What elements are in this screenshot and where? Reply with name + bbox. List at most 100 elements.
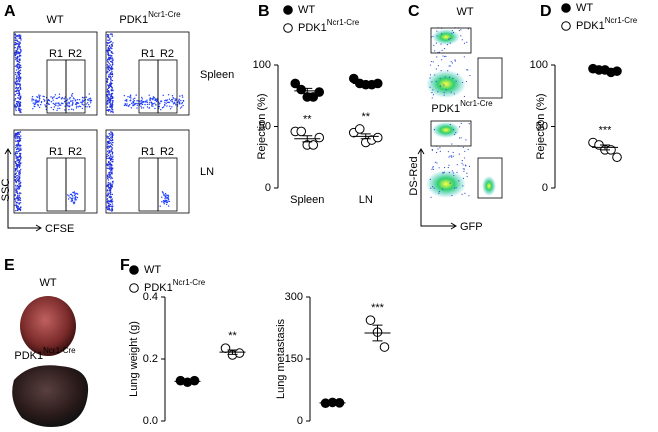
flow-event xyxy=(164,199,167,202)
flow-event xyxy=(162,200,165,202)
flow-event xyxy=(16,55,19,58)
flow-event xyxy=(14,176,16,178)
flow-event xyxy=(80,101,82,104)
flow-event xyxy=(109,195,111,198)
flow-event xyxy=(447,166,449,169)
flow-event xyxy=(165,199,168,202)
flow-event xyxy=(18,133,21,135)
flow-event xyxy=(450,61,452,63)
flow-event xyxy=(15,108,17,110)
flow-event xyxy=(86,106,88,108)
flow-event xyxy=(107,39,109,41)
flow-event xyxy=(110,95,112,98)
flow-event xyxy=(18,94,20,96)
flow-event xyxy=(81,99,84,101)
flow-event xyxy=(111,207,113,210)
flow-event xyxy=(111,139,114,141)
flow-event xyxy=(107,154,110,157)
flow-event xyxy=(108,48,110,51)
flow-event xyxy=(463,168,465,170)
flow-event xyxy=(31,95,34,98)
flow-event xyxy=(453,187,456,189)
flow-event xyxy=(14,204,16,207)
significance: ** xyxy=(361,111,370,123)
flow-event xyxy=(451,194,453,197)
flow-event xyxy=(112,63,114,65)
flow-event xyxy=(110,110,112,113)
flow-event xyxy=(15,69,18,71)
flow-event xyxy=(430,60,433,63)
flow-event xyxy=(17,56,19,59)
flow-event xyxy=(90,100,92,102)
flow-event xyxy=(137,100,139,102)
flow-event xyxy=(456,164,458,166)
flow-event xyxy=(126,103,128,105)
flow-event xyxy=(109,163,111,165)
flow-event xyxy=(15,71,17,74)
flow-event xyxy=(18,196,21,199)
flow-event xyxy=(14,39,17,41)
flow-event xyxy=(107,177,109,180)
error-bar xyxy=(182,379,193,383)
flow-event xyxy=(77,106,79,108)
flow-event xyxy=(106,143,109,145)
flow-event xyxy=(140,99,143,102)
flow-event xyxy=(448,164,450,166)
flow-event xyxy=(108,167,110,170)
flow-event xyxy=(463,42,466,44)
flow-event xyxy=(75,192,77,194)
flow-event xyxy=(109,98,112,101)
flow-event xyxy=(108,74,110,76)
flow-event xyxy=(70,94,73,96)
flow-event xyxy=(19,170,21,172)
flow-event xyxy=(36,101,38,103)
flow-event xyxy=(18,37,20,39)
y-tick-label: 0 xyxy=(297,415,303,427)
flow-event xyxy=(108,44,111,47)
flow-event xyxy=(111,144,114,146)
flow-event xyxy=(453,93,455,95)
flow-event xyxy=(435,80,437,82)
flow-event xyxy=(107,96,109,98)
flow-event xyxy=(129,103,131,106)
gate xyxy=(138,157,159,212)
flow-event xyxy=(76,101,79,104)
flow-event xyxy=(458,126,461,128)
flow-event xyxy=(108,97,110,99)
flow-event xyxy=(431,186,434,188)
flow-event xyxy=(462,146,464,148)
flow-event xyxy=(14,53,17,56)
flow-event xyxy=(141,98,143,100)
flow-event xyxy=(17,133,19,136)
flow-event xyxy=(18,193,20,195)
flow-event xyxy=(109,64,112,66)
flow-event xyxy=(126,100,128,102)
flow-event xyxy=(18,73,21,76)
flow-event xyxy=(435,68,437,70)
flow-event xyxy=(88,93,90,95)
flow-event xyxy=(14,173,17,175)
flow-event xyxy=(133,104,135,106)
flow-event xyxy=(456,171,458,173)
flow-event xyxy=(19,88,22,90)
flow-event xyxy=(106,84,109,86)
flow-event xyxy=(17,92,19,95)
flow-event xyxy=(109,174,112,176)
flow-event xyxy=(19,46,21,48)
flow-event xyxy=(140,101,143,103)
flow-event xyxy=(460,29,462,31)
legend-label: PDK1Ncr1-Cre xyxy=(298,18,360,34)
flow-event xyxy=(432,168,435,171)
flow-event xyxy=(439,77,441,80)
data-point xyxy=(314,132,325,143)
flow-event xyxy=(111,102,113,105)
flow-event xyxy=(106,106,109,108)
flow-event xyxy=(174,104,177,106)
flow-event xyxy=(15,155,17,158)
flow-event xyxy=(20,149,22,152)
legend-name: PDK1 xyxy=(576,20,605,32)
gate xyxy=(65,59,86,114)
flow-event xyxy=(443,94,445,96)
flow-event xyxy=(111,135,113,138)
x-tick-label: LN xyxy=(359,194,373,206)
